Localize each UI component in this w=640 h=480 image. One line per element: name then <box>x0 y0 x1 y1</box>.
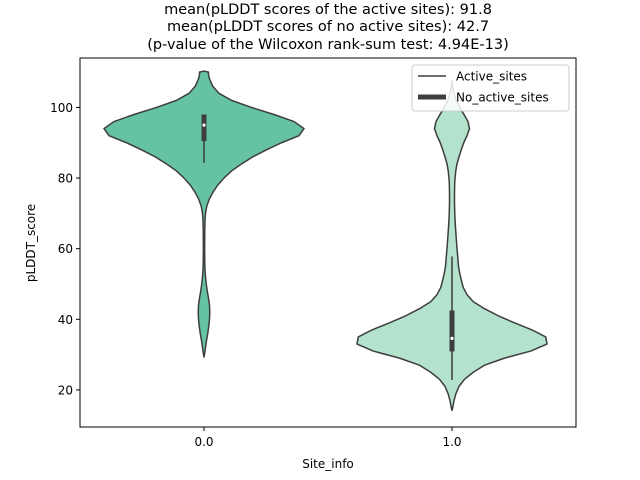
y-tick-label: 20 <box>58 383 73 397</box>
plot-frame <box>79 57 577 428</box>
x-axis-label: Site_info <box>302 457 354 471</box>
y-tick-label: 80 <box>58 172 73 186</box>
y-axis: 20 40 60 80 100 <box>50 101 80 397</box>
y-tick-label: 40 <box>58 313 73 327</box>
legend-label-no-active-sites: No_active_sites <box>456 91 549 105</box>
violin-body-0.0 <box>103 70 305 358</box>
legend-label-active-sites: Active_sites <box>456 70 527 84</box>
y-tick-label: 100 <box>50 101 73 115</box>
title-line-2: mean(pLDDT scores of no active sites): 4… <box>167 19 489 35</box>
x-axis: 0.0 1.0 <box>194 427 462 449</box>
title-line-1: mean(pLDDT scores of the active sites): … <box>164 2 492 18</box>
x-tick-label: 0.0 <box>194 435 213 449</box>
median-dot-0.0 <box>202 123 206 127</box>
legend-frame <box>411 64 570 112</box>
title-line-3: (p-value of the Wilcoxon rank-sum test: … <box>147 37 508 53</box>
y-tick-label: 60 <box>58 242 73 256</box>
y-axis-label: pLDDT_score <box>24 204 38 282</box>
chart-title: mean(pLDDT scores of the active sites): … <box>147 2 508 53</box>
violins <box>103 70 548 412</box>
median-dot-1.0 <box>450 336 454 340</box>
legend: Active_sites No_active_sites <box>411 64 570 112</box>
x-tick-label: 1.0 <box>442 435 461 449</box>
